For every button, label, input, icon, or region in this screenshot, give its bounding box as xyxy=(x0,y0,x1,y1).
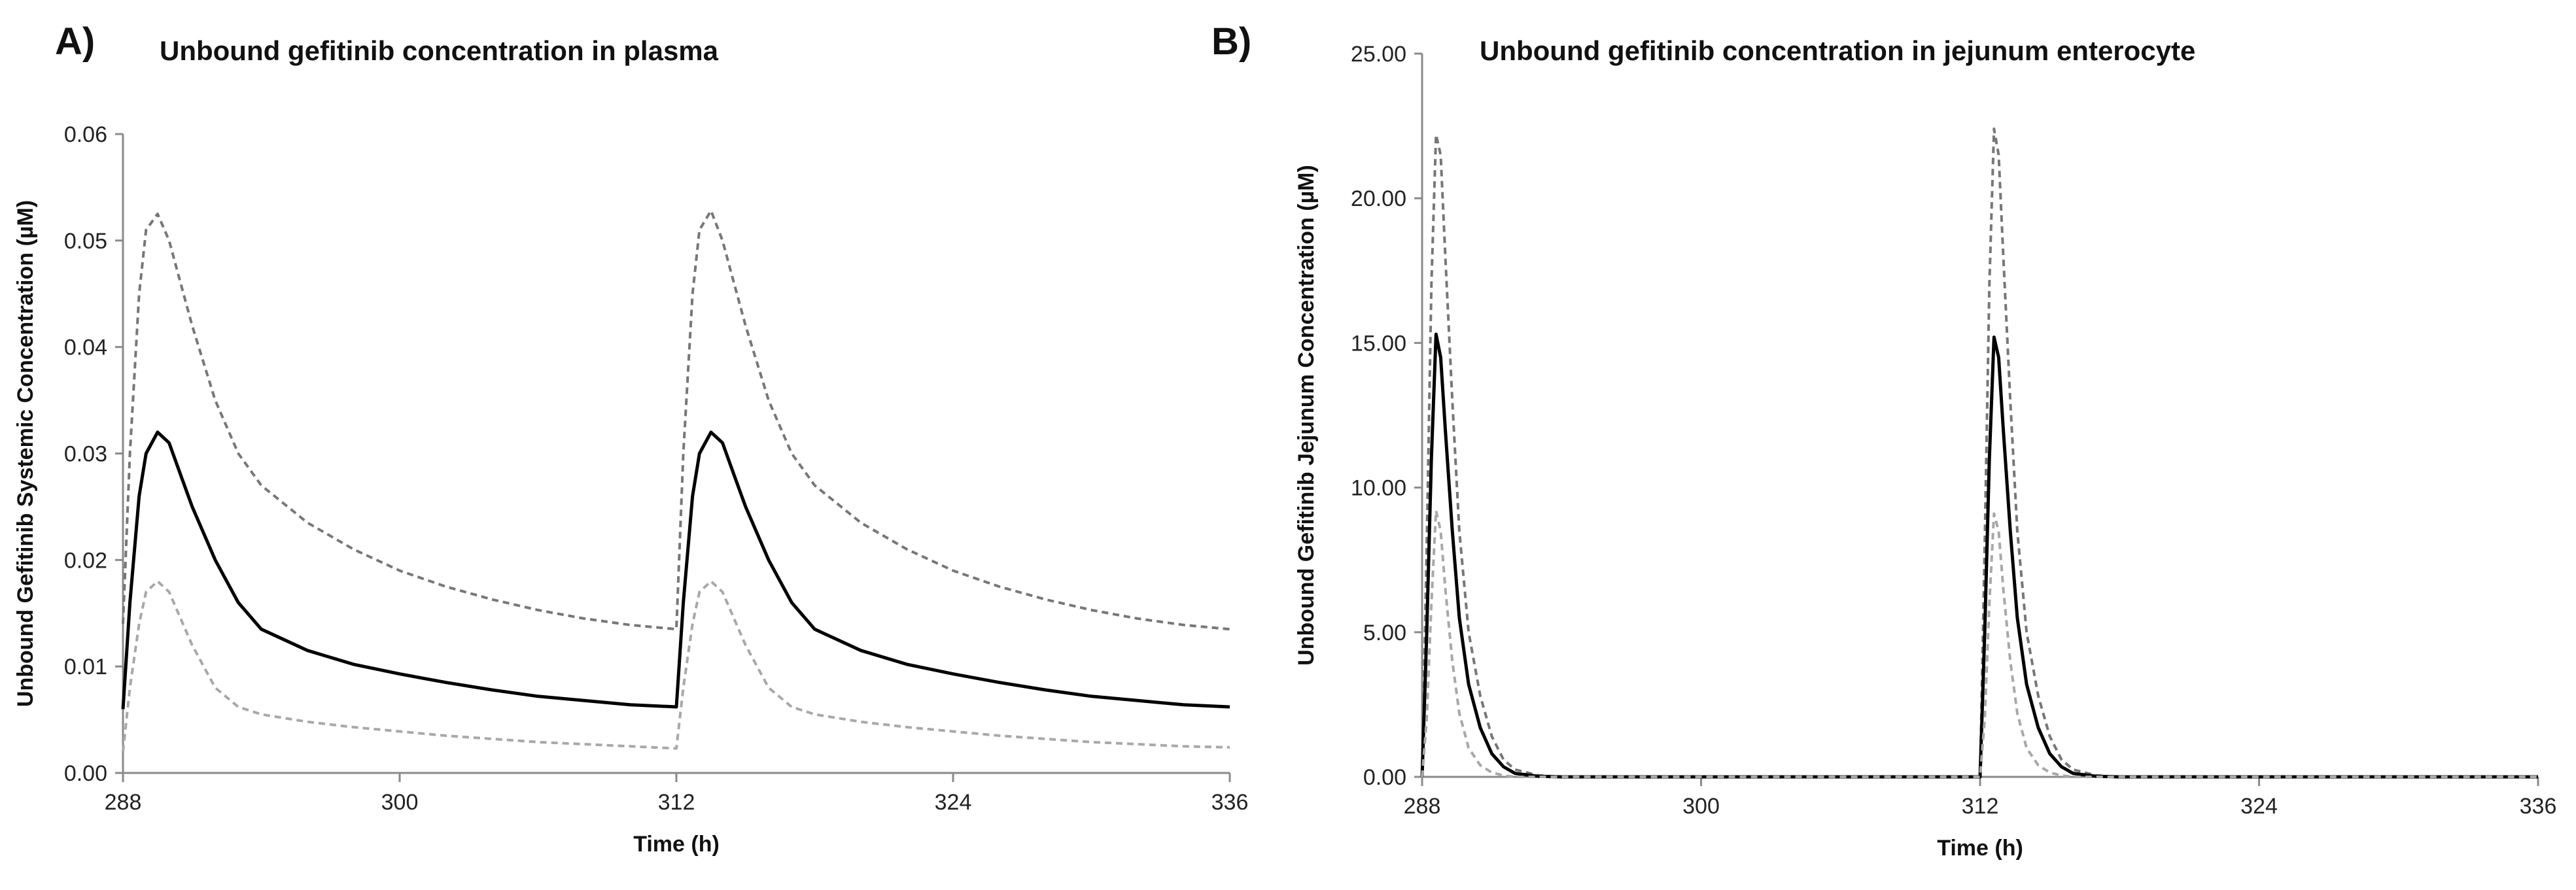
x-axis-title-b: Time (h) xyxy=(1937,836,2023,861)
y-tick-label-a: 0.04 xyxy=(64,335,107,360)
x-tick-label-b: 312 xyxy=(1962,794,1999,819)
chart-title-a: Unbound gefitinib concentration in plasm… xyxy=(160,35,719,66)
y-tick-label-b: 25.00 xyxy=(1351,42,1406,67)
y-tick-label-a: 0.05 xyxy=(64,229,107,254)
series-upper-dashed-line-b xyxy=(1421,128,2538,778)
series-lower-dashed-line-a xyxy=(122,579,1230,752)
y-tick-label-b: 5.00 xyxy=(1363,621,1406,645)
x-tick-label-a: 288 xyxy=(105,790,142,815)
y-axis-title-b: Unbound Gefitinib Jejunum Concentration … xyxy=(1294,165,1319,666)
y-tick-label-a: 0.06 xyxy=(64,122,107,147)
x-axis-title-a: Time (h) xyxy=(633,832,720,857)
y-tick-label-b: 20.00 xyxy=(1351,186,1406,211)
panel-label-a: A) xyxy=(55,20,96,63)
x-tick-label-b: 300 xyxy=(1682,794,1720,819)
x-tick-label-b: 336 xyxy=(2520,794,2557,819)
y-tick-label-b: 15.00 xyxy=(1351,331,1406,356)
y-tick-label-a: 0.01 xyxy=(64,655,107,679)
x-tick-label-a: 336 xyxy=(1211,790,1249,815)
series-median-line-b xyxy=(1420,332,2538,779)
chart-title-b: Unbound gefitinib concentration in jejun… xyxy=(1480,35,2196,66)
y-tick-label-a: 0.03 xyxy=(64,442,107,467)
series-median-line-a xyxy=(121,430,1230,710)
series-lower-dashed-line-b xyxy=(1421,509,2538,778)
y-tick-label-a: 0.02 xyxy=(64,548,107,573)
y-axis-title-a: Unbound Gefitinib Systemic Concentration… xyxy=(13,200,38,707)
x-tick-label-a: 300 xyxy=(381,790,419,815)
x-tick-label-b: 324 xyxy=(2240,794,2278,819)
y-tick-label-b: 10.00 xyxy=(1351,476,1406,501)
y-tick-label-b: 0.00 xyxy=(1363,765,1406,790)
x-tick-label-b: 288 xyxy=(1404,794,1441,819)
panel-label-b: B) xyxy=(1211,20,1252,63)
y-tick-label-a: 0.00 xyxy=(64,761,107,786)
x-tick-label-a: 324 xyxy=(935,790,972,815)
series-upper-dashed-line-a xyxy=(122,209,1230,631)
x-tick-label-a: 312 xyxy=(658,790,695,815)
